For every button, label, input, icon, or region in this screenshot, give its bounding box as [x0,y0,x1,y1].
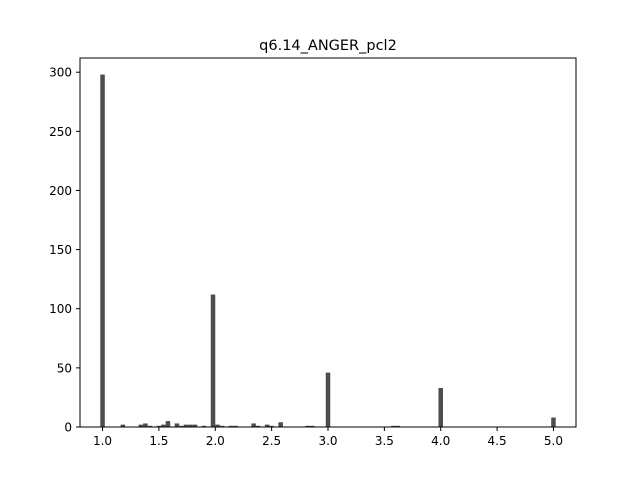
x-tick-label: 3.5 [375,434,394,448]
chart-title: q6.14_ANGER_pcl2 [259,38,397,54]
y-tick-label: 0 [64,421,72,435]
histogram-bar [188,424,193,427]
y-tick-label: 250 [49,125,72,139]
histogram-bar [255,425,261,427]
histogram-bar [143,423,148,427]
histogram-bar [156,425,162,427]
x-axis: 1.0 1.5 2.0 2.5 3.0 3.5 4.0 4.5 5.0 [93,427,563,448]
histogram-bar [395,425,401,427]
histogram-bar [210,294,216,427]
histogram-bar [161,424,166,427]
x-tick-label: 5.0 [544,434,563,448]
y-tick-label: 300 [49,66,72,80]
plot-frame [79,57,577,428]
histogram-bar [438,387,443,427]
histogram-bar [174,423,180,427]
histogram-bar [100,74,105,427]
histogram-bar [147,425,153,427]
x-tick-label: 4.5 [488,434,507,448]
histogram-bar [325,372,331,427]
histogram-bar [165,421,171,427]
y-tick-label: 200 [49,184,72,198]
histogram-bar [233,425,238,427]
y-tick-label: 50 [57,361,72,375]
histogram-bar [305,425,310,427]
x-tick-label: 1.0 [93,434,112,448]
x-tick-label: 1.5 [149,434,168,448]
x-tick-label: 4.0 [431,434,450,448]
histogram-bar [391,425,396,427]
histogram-bar [192,424,198,427]
histogram-bar [309,425,315,427]
histogram-bar [551,417,556,427]
histogram-bar [264,424,270,427]
bars-layer [100,74,556,427]
histogram-bar [138,424,144,427]
histogram-bar [228,425,234,427]
histogram-bar [215,424,220,427]
histogram-bar [278,422,283,427]
histogram-bar [251,423,256,427]
histogram-bar [120,424,126,427]
histogram-bar [179,425,184,427]
x-tick-label: 2.0 [206,434,225,448]
y-tick-label: 100 [49,302,72,316]
x-tick-label: 2.5 [262,434,281,448]
y-tick-label: 150 [49,243,72,257]
histogram-bar [201,425,207,427]
x-tick-label: 3.0 [318,434,337,448]
histogram-bar [183,424,189,427]
y-axis: 0 50 100 150 200 250 300 [49,66,80,435]
histogram-bar [219,425,225,427]
histogram-bar [269,425,274,427]
